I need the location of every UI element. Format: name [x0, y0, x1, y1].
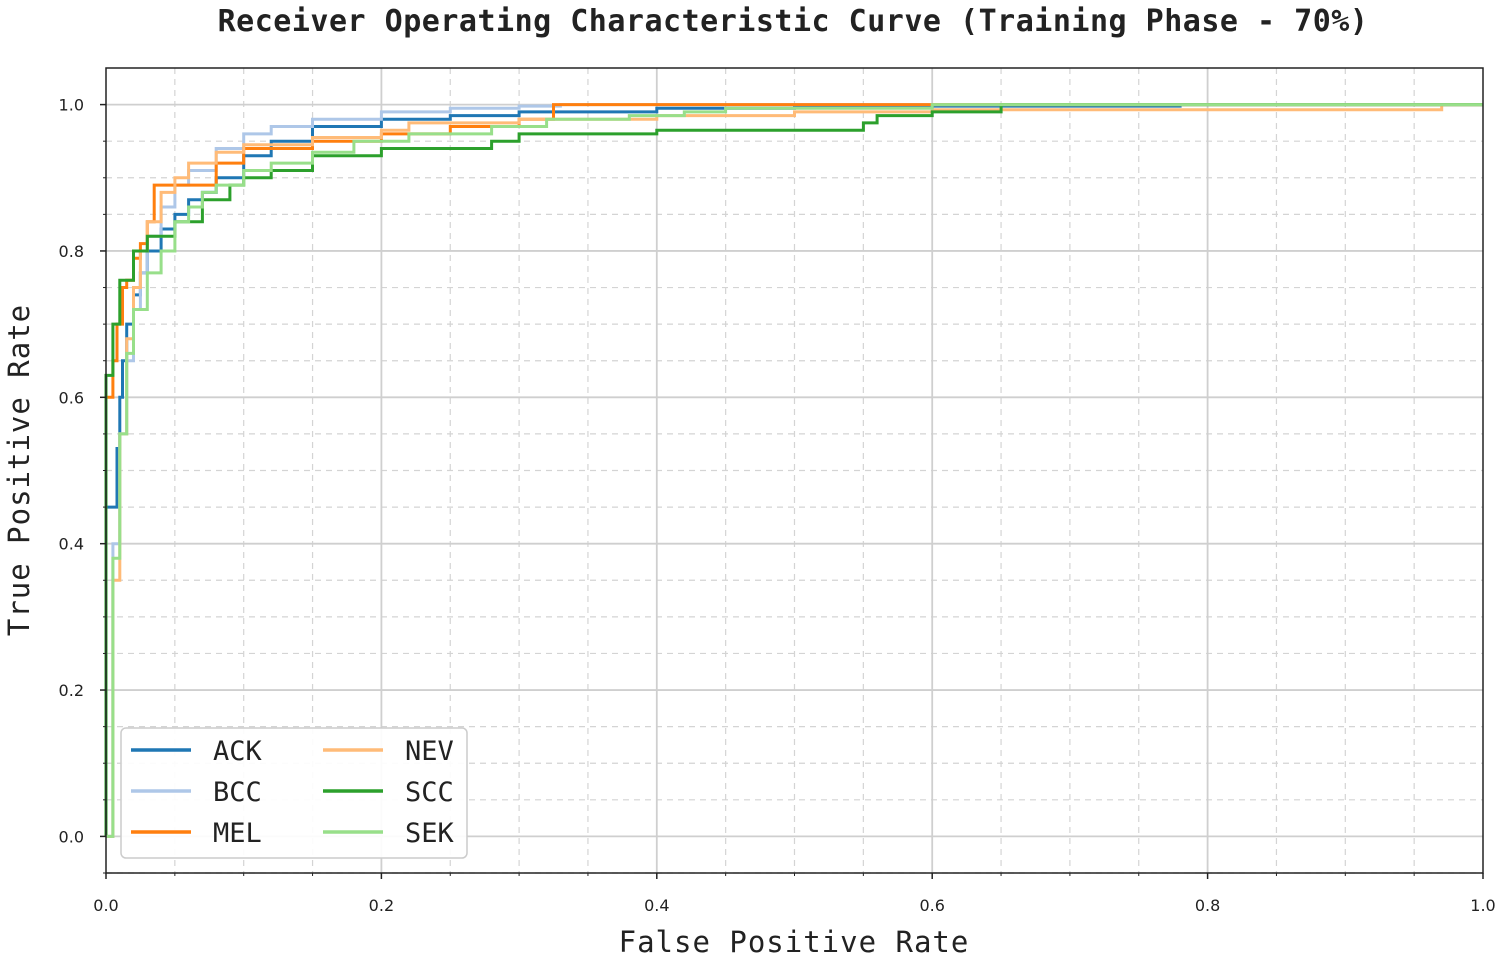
series-line-sek — [106, 103, 1483, 838]
x-tick-label: 0.8 — [1195, 896, 1220, 915]
legend-label-nev: NEV — [405, 736, 454, 767]
series-line-scc — [104, 103, 1483, 837]
legend-frame — [120, 727, 468, 859]
axis-ticks: 0.0 0.2 0.4 0.6 0.8 1.0 0.0 0.2 0.4 0.6 0.8 1.0 — [59, 96, 1496, 915]
legend-label-scc: SCC — [405, 777, 454, 808]
legend-label-sek: SEK — [405, 818, 455, 849]
x-axis-label: False Positive Rate — [619, 925, 970, 959]
y-tick-label: 1.0 — [59, 96, 84, 115]
x-tick-label: 0.2 — [369, 896, 394, 915]
legend-label-mel: MEL — [213, 818, 262, 849]
y-tick-label: 0.0 — [59, 827, 84, 846]
y-tick-label: 0.2 — [59, 681, 84, 700]
chart-title: Receiver Operating Characteristic Curve … — [218, 4, 1369, 39]
x-tick-label: 0.4 — [644, 896, 669, 915]
y-tick-label: 0.8 — [59, 242, 84, 261]
y-tick-label: 0.6 — [59, 388, 84, 407]
series-lines — [104, 103, 1483, 838]
y-axis-label: True Positive Rate — [2, 304, 36, 636]
series-line-nev — [106, 103, 1483, 838]
x-tick-label: 0.0 — [93, 896, 118, 915]
legend: ACK BCC MEL NEV SCC SEK — [120, 727, 468, 859]
legend-label-ack: ACK — [213, 736, 263, 767]
x-tick-label: 0.6 — [919, 896, 944, 915]
legend-label-bcc: BCC — [213, 777, 262, 808]
y-tick-label: 0.4 — [59, 535, 84, 554]
x-tick-label: 1.0 — [1470, 896, 1495, 915]
